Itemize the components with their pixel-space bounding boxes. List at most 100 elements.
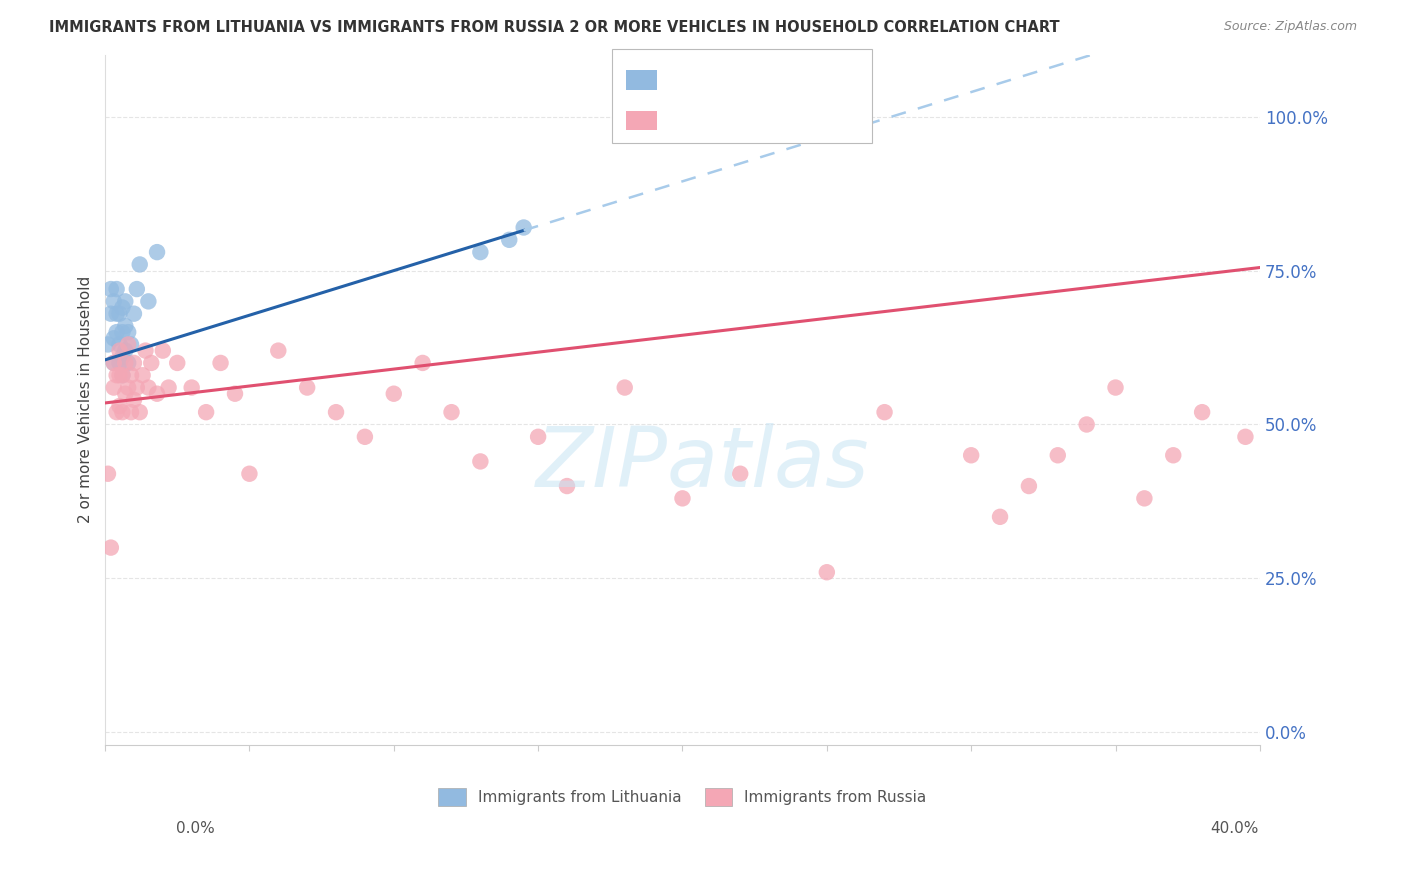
Point	[120, 405, 142, 419]
Point	[103, 331, 125, 345]
Point	[125, 282, 148, 296]
Point	[114, 343, 136, 358]
Point	[1104, 380, 1126, 394]
Point	[527, 430, 550, 444]
Text: N = 59: N = 59	[794, 116, 856, 134]
Point	[105, 307, 128, 321]
Text: ZIPatlas: ZIPatlas	[536, 424, 870, 504]
Text: R = 0.574: R = 0.574	[668, 76, 751, 94]
Point	[108, 337, 131, 351]
Point	[555, 479, 578, 493]
Point	[111, 368, 134, 383]
Point	[125, 380, 148, 394]
Point	[117, 380, 139, 394]
Point	[1018, 479, 1040, 493]
Point	[267, 343, 290, 358]
Point	[108, 356, 131, 370]
Point	[117, 325, 139, 339]
Point	[111, 350, 134, 364]
Point	[671, 491, 693, 506]
Point	[325, 405, 347, 419]
Point	[122, 307, 145, 321]
Point	[238, 467, 260, 481]
Point	[108, 343, 131, 358]
Point	[105, 325, 128, 339]
Point	[295, 380, 318, 394]
Point	[960, 448, 983, 462]
Point	[114, 318, 136, 333]
Point	[209, 356, 232, 370]
Text: R = 0.218: R = 0.218	[668, 116, 751, 134]
Point	[100, 307, 122, 321]
Point	[117, 356, 139, 370]
Text: 40.0%: 40.0%	[1211, 821, 1258, 836]
Point	[728, 467, 751, 481]
Point	[412, 356, 434, 370]
Point	[108, 307, 131, 321]
Point	[105, 405, 128, 419]
Point	[120, 368, 142, 383]
Point	[1161, 448, 1184, 462]
Point	[122, 392, 145, 407]
Point	[152, 343, 174, 358]
Legend: Immigrants from Lithuania, Immigrants from Russia: Immigrants from Lithuania, Immigrants fr…	[439, 789, 927, 805]
Point	[138, 294, 160, 309]
Point	[100, 282, 122, 296]
Text: Source: ZipAtlas.com: Source: ZipAtlas.com	[1223, 20, 1357, 33]
Point	[224, 386, 246, 401]
Point	[440, 405, 463, 419]
Point	[512, 220, 534, 235]
Point	[138, 380, 160, 394]
Point	[613, 380, 636, 394]
Point	[157, 380, 180, 394]
Point	[97, 337, 120, 351]
Point	[180, 380, 202, 394]
Point	[105, 282, 128, 296]
Point	[1191, 405, 1213, 419]
Point	[111, 405, 134, 419]
Point	[146, 245, 169, 260]
Point	[988, 509, 1011, 524]
Text: 0.0%: 0.0%	[176, 821, 215, 836]
Point	[114, 386, 136, 401]
Point	[103, 356, 125, 370]
Point	[100, 541, 122, 555]
Point	[354, 430, 377, 444]
Point	[108, 399, 131, 413]
Point	[498, 233, 520, 247]
Point	[108, 368, 131, 383]
Point	[120, 337, 142, 351]
Point	[470, 454, 492, 468]
Y-axis label: 2 or more Vehicles in Household: 2 or more Vehicles in Household	[79, 277, 93, 524]
Point	[103, 294, 125, 309]
Point	[131, 368, 153, 383]
Point	[470, 245, 492, 260]
Point	[1046, 448, 1069, 462]
Point	[97, 467, 120, 481]
Text: N = 30: N = 30	[794, 76, 856, 94]
Point	[111, 368, 134, 383]
Point	[1076, 417, 1098, 432]
Point	[114, 356, 136, 370]
Text: IMMIGRANTS FROM LITHUANIA VS IMMIGRANTS FROM RUSSIA 2 OR MORE VEHICLES IN HOUSEH: IMMIGRANTS FROM LITHUANIA VS IMMIGRANTS …	[49, 20, 1060, 35]
Point	[105, 368, 128, 383]
Point	[111, 325, 134, 339]
Point	[128, 257, 150, 271]
Point	[103, 380, 125, 394]
Point	[128, 405, 150, 419]
Point	[195, 405, 218, 419]
Point	[111, 301, 134, 315]
Point	[873, 405, 896, 419]
Point	[166, 356, 188, 370]
Point	[1234, 430, 1257, 444]
Point	[103, 356, 125, 370]
Point	[1133, 491, 1156, 506]
Point	[117, 337, 139, 351]
Point	[134, 343, 156, 358]
Point	[382, 386, 405, 401]
Point	[114, 294, 136, 309]
Point	[122, 356, 145, 370]
Point	[141, 356, 163, 370]
Point	[815, 566, 838, 580]
Point	[146, 386, 169, 401]
